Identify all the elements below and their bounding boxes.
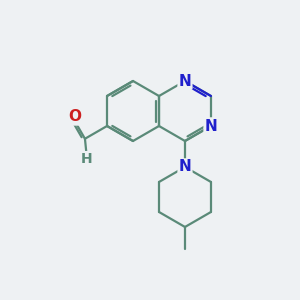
Text: N: N bbox=[205, 118, 217, 134]
Text: N: N bbox=[178, 74, 191, 88]
Text: O: O bbox=[69, 110, 82, 124]
Text: N: N bbox=[178, 160, 191, 175]
Text: H: H bbox=[81, 152, 92, 166]
